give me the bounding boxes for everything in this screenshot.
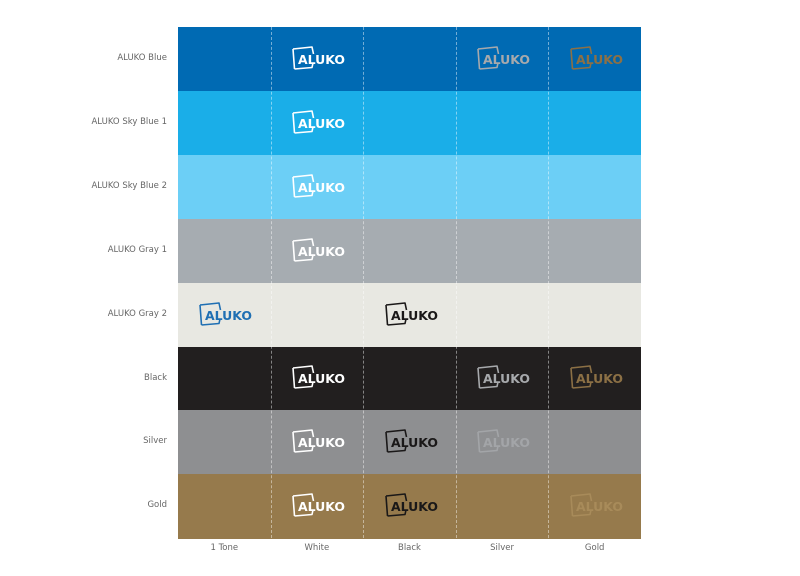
- row-label: Silver: [143, 436, 167, 447]
- color-row-band: [178, 410, 641, 475]
- row-label: ALUKO Gray 2: [107, 308, 167, 319]
- aluko-logo-icon: ALUKO: [476, 46, 532, 72]
- logo-text: ALUKO: [298, 52, 345, 67]
- aluko-logo-icon: ALUKO: [198, 301, 254, 328]
- aluko-logo-icon: ALUKO: [476, 365, 532, 391]
- aluko-logo-icon: ALUKO: [384, 493, 440, 519]
- column-divider: [548, 27, 549, 538]
- logo-text: ALUKO: [483, 52, 530, 67]
- color-row-band: [178, 474, 641, 539]
- aluko-logo-icon: ALUKO: [569, 493, 625, 519]
- color-row-band: [178, 90, 641, 156]
- logo-text: ALUKO: [298, 499, 345, 514]
- column-divider: [271, 27, 272, 538]
- aluko-logo-icon: ALUKO: [384, 301, 440, 328]
- logo-text: ALUKO: [576, 499, 623, 514]
- logo-text: ALUKO: [298, 244, 345, 259]
- logo-text: ALUKO: [205, 308, 252, 323]
- column-divider: [363, 27, 364, 538]
- column-label: Gold: [584, 543, 605, 553]
- logo-text: ALUKO: [298, 371, 345, 386]
- row-label: ALUKO Blue: [117, 53, 167, 63]
- aluko-logo-icon: ALUKO: [476, 429, 532, 455]
- logo-text: ALUKO: [298, 116, 345, 131]
- row-label: ALUKO Sky Blue 2: [91, 180, 167, 191]
- logo-text: ALUKO: [576, 371, 623, 386]
- logo-text: ALUKO: [298, 180, 345, 195]
- row-label: ALUKO Sky Blue 1: [91, 116, 167, 127]
- aluko-logo-icon: ALUKO: [291, 110, 347, 136]
- aluko-logo-icon: ALUKO: [384, 429, 440, 455]
- color-row-band: [178, 282, 641, 347]
- color-row-band: [178, 346, 641, 411]
- row-label: Gold: [147, 500, 167, 511]
- aluko-logo-icon: ALUKO: [291, 237, 347, 264]
- logo-text: ALUKO: [576, 52, 623, 67]
- logo-text: ALUKO: [483, 371, 530, 386]
- aluko-logo-icon: ALUKO: [569, 365, 625, 391]
- column-divider: [456, 27, 457, 538]
- row-label: ALUKO Gray 1: [107, 244, 167, 255]
- column-label: White: [304, 543, 330, 553]
- aluko-logo-icon: ALUKO: [291, 173, 347, 200]
- logo-text: ALUKO: [298, 435, 345, 450]
- color-row-band: [178, 218, 641, 284]
- logo-text: ALUKO: [391, 435, 438, 450]
- aluko-logo-icon: ALUKO: [291, 493, 347, 519]
- logo-text: ALUKO: [483, 435, 530, 450]
- column-label: 1 Tone: [210, 543, 239, 553]
- column-label: Silver: [490, 543, 515, 553]
- color-row-band: [178, 27, 641, 92]
- column-label: Black: [397, 543, 421, 553]
- aluko-logo-icon: ALUKO: [291, 429, 347, 455]
- aluko-logo-icon: ALUKO: [291, 46, 347, 72]
- row-label: Black: [144, 372, 167, 383]
- logo-text: ALUKO: [391, 499, 438, 514]
- color-row-band: [178, 154, 641, 220]
- logo-text: ALUKO: [391, 308, 438, 323]
- aluko-logo-icon: ALUKO: [291, 365, 347, 391]
- aluko-logo-icon: ALUKO: [569, 46, 625, 72]
